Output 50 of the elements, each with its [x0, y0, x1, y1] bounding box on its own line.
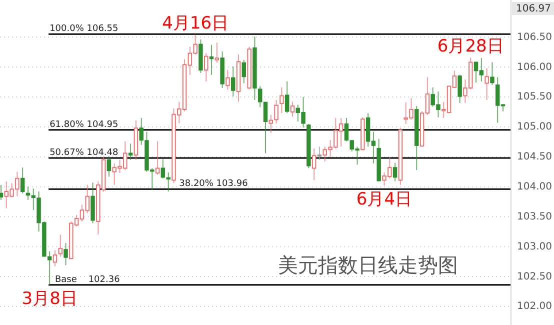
annotation: 3月8日: [22, 288, 78, 309]
candlestick: [214, 42, 220, 64]
candlestick: [90, 182, 95, 224]
candlestick: [64, 242, 68, 266]
candlestick: [274, 99, 278, 124]
candlestick: [226, 70, 230, 90]
candlestick: [268, 114, 274, 134]
annotation: 6月4日: [356, 190, 412, 210]
y-tick-label: 102.00: [517, 301, 552, 312]
y-tick-label: 106.00: [517, 62, 552, 73]
candlestick: [242, 59, 246, 84]
candlestick: [0, 184, 4, 200]
candlestick: [392, 162, 398, 182]
candlestick: [230, 66, 236, 97]
y-tick-label: 104.50: [517, 152, 552, 163]
y-tick-label: 103.00: [517, 241, 552, 252]
y-tick-label: 106.50: [517, 32, 552, 43]
candlestick: [47, 250, 52, 286]
candlestick: [490, 62, 494, 86]
candlestick: [58, 234, 62, 258]
candlestick: [20, 167, 25, 194]
ref-line-label: Base 102.36: [54, 274, 120, 285]
candlestick: [458, 74, 462, 104]
candlestick: [204, 52, 208, 82]
ref-line-label: 61.80% 104.95: [50, 120, 118, 130]
annotation: 4月16日: [162, 14, 229, 34]
candlestick: [284, 80, 290, 114]
y-tick-label: 103.50: [517, 211, 552, 222]
candlestick: [155, 140, 160, 176]
y-tick-label: 105.00: [517, 122, 552, 133]
candlestick: [263, 101, 268, 154]
candlestick: [106, 156, 112, 178]
candlestick: [290, 101, 295, 118]
candlestick: [209, 44, 214, 76]
candlestick: [166, 172, 170, 192]
annotation: 6月28日: [437, 36, 504, 56]
annotation: 106.97: [516, 4, 551, 15]
candlestick: [258, 86, 262, 108]
candlestick: [52, 250, 58, 267]
candlestick: [484, 68, 489, 100]
candlestick: [128, 143, 133, 160]
ref-line-label: 100.0% 106.55: [50, 24, 118, 34]
y-tick-label: 104.00: [517, 181, 552, 192]
ref-line-label: 38.20% 103.96: [179, 179, 248, 190]
y-tick-label: 105.50: [517, 92, 552, 103]
candlestick: [160, 158, 166, 179]
ref-line-label: 50.67% 104.48: [50, 148, 119, 158]
candlestick: [280, 86, 284, 114]
text: 美元指数日线走势图: [278, 253, 458, 277]
y-tick-label: 102.50: [517, 271, 552, 282]
